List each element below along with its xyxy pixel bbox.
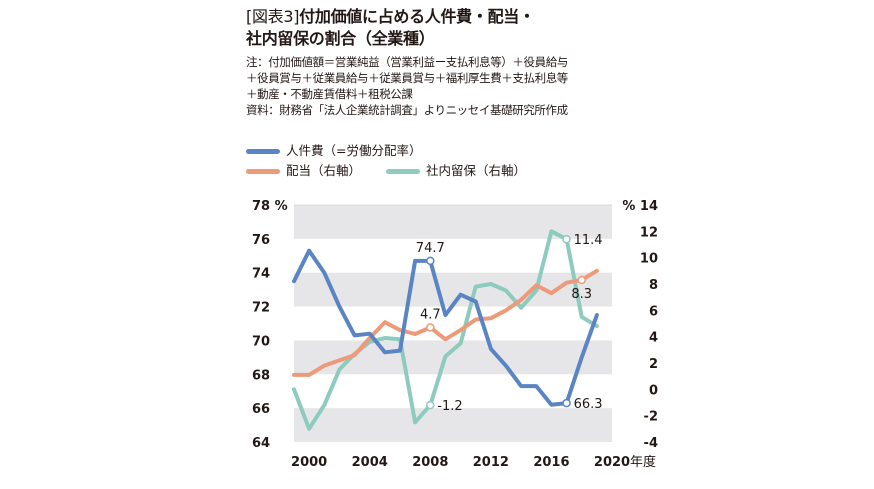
- y-left-tick-label: 68: [252, 368, 270, 383]
- title-line-2: 社内留保の割合（全業種）: [246, 29, 435, 48]
- x-tick-label: 2004: [352, 455, 388, 470]
- legend-item-dividend: 配当（右軸）: [246, 162, 361, 180]
- data-point-marker: [426, 400, 435, 410]
- legend-label-retained: 社内留保（右軸）: [426, 163, 527, 178]
- data-point-marker: [426, 323, 435, 332]
- data-label: 11.4: [574, 233, 603, 248]
- source-line: 資料：財務省「法人企業統計調査」よりニッセイ基礎研究所作成: [246, 103, 568, 117]
- data-point-marker: [562, 234, 571, 244]
- y-left-tick-label: 64: [252, 436, 270, 451]
- legend-swatch-dividend: [246, 169, 280, 174]
- data-point-marker: [577, 275, 586, 285]
- y-right-tick-label: 12: [640, 225, 658, 240]
- legend-label-dividend: 配当（右軸）: [286, 163, 362, 178]
- note-line-2: ＋役員賞与＋従業員給与＋従業員賞与＋福利厚生費＋支払利息等: [246, 71, 568, 85]
- data-label: 74.7: [416, 241, 445, 256]
- y-left-tick-label: 76: [252, 233, 270, 248]
- data-label: 8.3: [571, 287, 592, 302]
- x-axis-label: 年度: [630, 454, 656, 470]
- legend-swatch-labor: [246, 149, 280, 154]
- y-left-tick-label: 72: [252, 301, 270, 316]
- legend-swatch-retained: [386, 169, 420, 174]
- note-line-1: 注：付加価値額＝営業純益（営業利益ー支払利息等）＋役員給与: [246, 55, 568, 69]
- legend-item-labor: 人件費（=労働分配率）: [246, 142, 421, 160]
- series-line-retained: [292, 229, 599, 431]
- figure-tag: [図表3]: [246, 7, 300, 26]
- legend-label-labor: 人件費（=労働分配率）: [286, 143, 422, 158]
- y-right-tick-label: -2: [644, 410, 658, 425]
- data-label: 66.3: [574, 397, 603, 412]
- y-right-axis-label: % 14: [622, 199, 658, 214]
- y-right-tick-label: 2: [649, 357, 658, 372]
- legend-item-retained: 社内留保（右軸）: [386, 162, 526, 180]
- y-right-tick-label: 4: [649, 331, 658, 346]
- x-tick-label: 2000: [291, 455, 327, 470]
- data-point-marker: [562, 398, 571, 408]
- x-tick-label: 2016: [533, 455, 569, 470]
- chart-figure: [図表3]付加価値に占める人件費・配当・ 社内留保の割合（全業種） 注：付加価値…: [246, 0, 666, 489]
- chart-title: [図表3]付加価値に占める人件費・配当・ 社内留保の割合（全業種）: [246, 6, 535, 50]
- data-label: 4.7: [420, 307, 441, 322]
- title-line-1: 付加価値に占める人件費・配当・: [299, 7, 535, 26]
- y-left-axis-label: 78 %: [252, 199, 288, 214]
- x-tick-label: 2012: [473, 455, 509, 470]
- grid-band: [294, 205, 612, 239]
- y-left-tick-label: 70: [252, 334, 270, 349]
- grid-band: [294, 408, 612, 442]
- data-point-marker: [426, 256, 435, 266]
- y-right-tick-label: -4: [644, 436, 658, 451]
- x-tick-label: 2008: [412, 455, 448, 470]
- y-right-tick-label: 8: [649, 278, 658, 293]
- series-line-dividend: [292, 268, 599, 377]
- y-left-tick-label: 74: [252, 267, 270, 282]
- data-label: -1.2: [437, 399, 462, 414]
- x-tick-label: 2020: [594, 455, 630, 470]
- y-right-tick-label: 10: [640, 252, 658, 267]
- y-left-tick-label: 66: [252, 402, 270, 417]
- chart-notes: 注：付加価値額＝営業純益（営業利益ー支払利息等）＋役員給与 ＋役員賞与＋従業員給…: [246, 54, 568, 118]
- series-line-labor: [292, 248, 599, 407]
- grid-band: [294, 272, 612, 307]
- y-right-tick-label: 6: [649, 304, 658, 319]
- y-right-tick-label: 0: [649, 383, 658, 398]
- note-line-3: ＋動産・不動産賃借料＋租税公課: [246, 87, 413, 101]
